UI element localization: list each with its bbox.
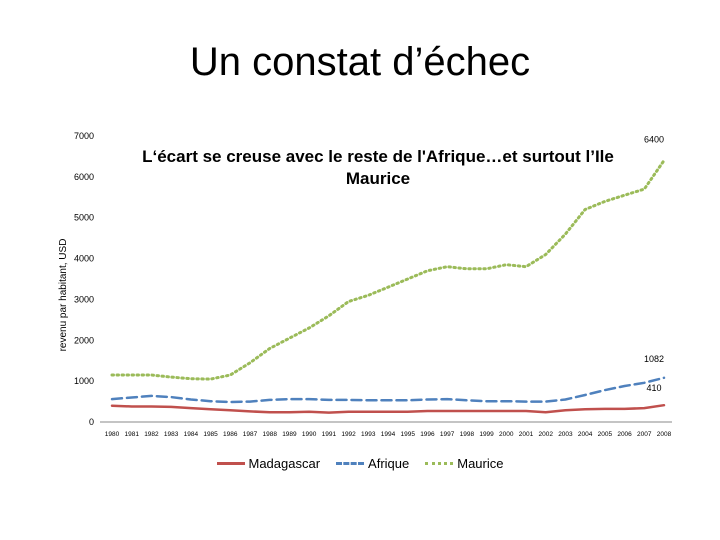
series-line-maurice (110, 159, 666, 381)
x-axis-ticks: 1980 1981 1982 1983 1984 1985 1986 1987 1988 1989… (105, 431, 672, 438)
y-axis-label: revenu par habitant, USD (58, 239, 69, 352)
x-tick-label: 1985 (203, 431, 218, 438)
x-tick-label: 2003 (558, 431, 573, 438)
x-tick-label: 2005 (598, 431, 613, 438)
x-tick-label: 2002 (538, 431, 553, 438)
legend-swatch (216, 462, 245, 465)
x-tick-label: 1996 (420, 431, 435, 438)
x-tick-label: 1986 (223, 431, 238, 438)
legend-label: Maurice (457, 456, 504, 471)
x-tick-label: 1991 (322, 431, 337, 438)
x-tick-label: 1980 (105, 431, 120, 438)
data-label-afrique: 1082 (644, 354, 664, 364)
series-group (110, 159, 666, 414)
legend-swatch (425, 462, 454, 465)
x-tick-label: 1984 (184, 431, 199, 438)
legend-item-madagascar: Madagascar (216, 456, 321, 471)
x-tick-label: 2007 (637, 431, 652, 438)
x-tick-label: 1993 (361, 431, 376, 438)
y-tick-label: 0 (89, 417, 94, 427)
y-tick-label: 7000 (74, 131, 94, 141)
x-tick-label: 1999 (479, 431, 494, 438)
series-line-afrique (110, 376, 666, 404)
x-tick-label: 1987 (243, 431, 258, 438)
y-tick-label: 2000 (74, 335, 94, 345)
x-tick-label: 1989 (282, 431, 297, 438)
y-tick-label: 5000 (74, 213, 94, 223)
x-tick-label: 1982 (144, 431, 159, 438)
x-tick-label: 2000 (499, 431, 514, 438)
legend-item-maurice: Maurice (425, 456, 504, 471)
x-tick-label: 1981 (124, 431, 139, 438)
legend-label: Afrique (368, 456, 410, 471)
x-tick-label: 1998 (460, 431, 475, 438)
legend-item-afrique: Afrique (336, 456, 409, 471)
x-tick-label: 1988 (262, 431, 277, 438)
y-tick-label: 6000 (74, 172, 94, 182)
chart-title: L‘écart se creuse avec le reste de l'Afr… (142, 147, 614, 188)
annotations-group: 6400 1082 410 (644, 135, 664, 394)
x-tick-label: 1995 (400, 431, 415, 438)
y-tick-label: 4000 (74, 254, 94, 264)
series-line-madagascar (110, 403, 666, 414)
y-tick-label: 1000 (74, 376, 94, 386)
data-label-madagascar: 410 (646, 383, 661, 393)
x-tick-label: 2006 (617, 431, 632, 438)
x-tick-label: 1990 (302, 431, 317, 438)
x-tick-label: 1997 (440, 431, 455, 438)
x-tick-label: 1983 (164, 431, 179, 438)
legend: Madagascar Afrique Maurice (0, 456, 720, 471)
legend-swatch (336, 462, 365, 465)
legend-label: Madagascar (248, 456, 321, 471)
y-tick-label: 3000 (74, 294, 94, 304)
x-tick-label: 1994 (381, 431, 396, 438)
slide-title: Un constat d’échec (189, 40, 531, 84)
x-tick-label: 2001 (519, 431, 534, 438)
data-label-maurice: 6400 (644, 135, 664, 145)
x-tick-label: 2004 (578, 431, 593, 438)
x-tick-label: 1992 (341, 431, 356, 438)
y-axis-ticks: 0 1000 2000 3000 4000 5000 6000 7000 (74, 131, 94, 427)
x-tick-label: 2008 (657, 431, 672, 438)
